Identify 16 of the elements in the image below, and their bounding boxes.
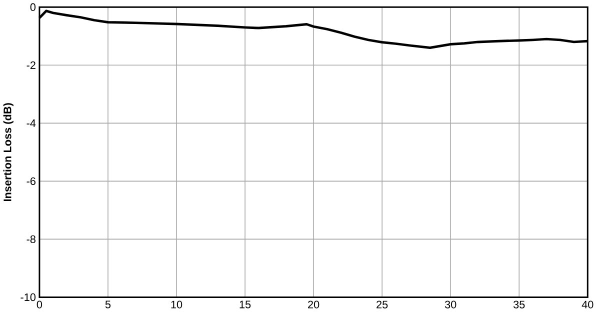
x-tick-label: 40 xyxy=(582,300,594,309)
x-tick-label: 5 xyxy=(105,300,111,308)
x-tick-label: 20 xyxy=(308,300,320,309)
y-tick-label: 0 xyxy=(30,3,36,12)
x-tick-label: 15 xyxy=(240,300,251,308)
y-tick-label: -8 xyxy=(26,235,36,244)
y-tick-label: -4 xyxy=(26,120,36,128)
x-tick-label: 30 xyxy=(444,300,456,309)
y-tick-label: -10 xyxy=(20,294,36,302)
x-tick-label: 35 xyxy=(513,300,525,309)
y-tick-label: -2 xyxy=(26,62,36,70)
x-tick-label: 25 xyxy=(376,300,388,309)
y-tick-label: -6 xyxy=(26,177,36,186)
x-tick-label: 10 xyxy=(171,300,182,309)
x-tick-label: 0 xyxy=(36,300,42,309)
y-axis-title: Insertion Loss (dB) xyxy=(3,103,14,202)
